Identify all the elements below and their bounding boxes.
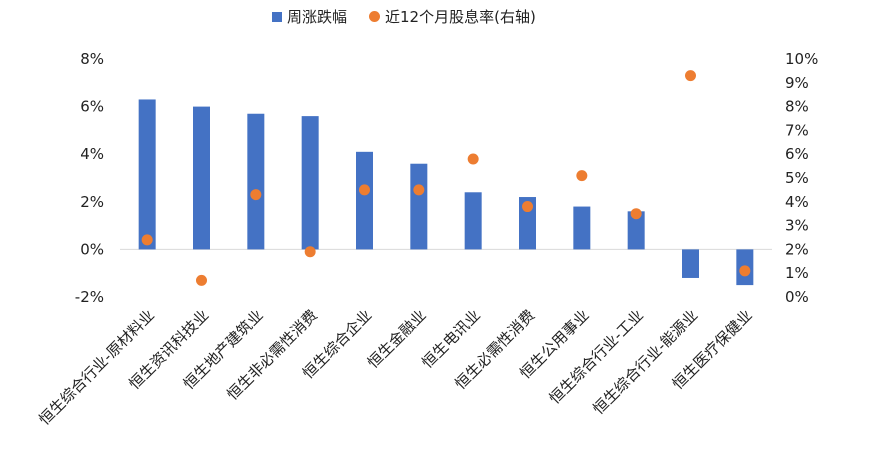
- bar: [627, 211, 645, 250]
- right-tick-label: 2%: [785, 240, 809, 258]
- bar: [682, 249, 699, 278]
- dividend-yield-point: [196, 274, 207, 286]
- dividend-yield-point: [685, 70, 696, 82]
- left-tick-label: 4%: [80, 145, 104, 163]
- left-tick-label: -2%: [75, 288, 104, 306]
- legend-label-bar: 周涨跌幅: [287, 8, 348, 26]
- category-label: 恒生综合行业-能源业: [589, 306, 701, 418]
- right-tick-label: 4%: [785, 193, 809, 211]
- right-tick-label: 3%: [785, 217, 809, 235]
- dividend-yield-point: [304, 246, 316, 258]
- dividend-yield-point: [630, 208, 642, 220]
- dividend-yield-point: [467, 153, 479, 165]
- bar-series-swatch: [272, 11, 282, 22]
- bar: [356, 151, 373, 250]
- right-tick-label: 10%: [785, 50, 818, 68]
- right-tick-label: 6%: [785, 145, 809, 163]
- dividend-yield-point: [522, 201, 533, 213]
- bar: [247, 113, 265, 250]
- legend-item-dot: 近12个月股息率(右轴): [369, 6, 536, 27]
- bar: [138, 99, 156, 250]
- right-tick-label: 5%: [785, 169, 809, 187]
- right-tick-label: 0%: [785, 288, 809, 306]
- bar: [193, 106, 210, 250]
- legend-label-dot: 近12个月股息率(右轴): [385, 8, 536, 26]
- left-tick-label: 0%: [80, 240, 104, 258]
- right-tick-label: 8%: [785, 98, 809, 116]
- dividend-yield-point: [413, 184, 425, 196]
- right-tick-label: 7%: [785, 121, 809, 139]
- bar: [410, 163, 428, 250]
- right-tick-label: 9%: [785, 74, 809, 92]
- left-tick-label: 2%: [80, 193, 104, 211]
- dividend-yield-point: [739, 265, 751, 277]
- category-label: 恒生综合行业-工业: [546, 306, 647, 407]
- dividend-yield-point: [250, 189, 262, 201]
- dot-series-swatch: [369, 11, 381, 22]
- legend: 周涨跌幅 近12个月股息率(右轴): [272, 6, 558, 27]
- right-tick-label: 1%: [785, 264, 809, 282]
- dividend-yield-point: [359, 184, 370, 196]
- bar: [573, 206, 591, 250]
- bar: [464, 192, 482, 250]
- legend-item-bar: 周涨跌幅: [272, 6, 347, 27]
- left-tick-label: 8%: [80, 50, 104, 68]
- bar: [519, 197, 536, 250]
- left-tick-label: 6%: [80, 98, 104, 116]
- dividend-yield-point: [141, 234, 153, 246]
- bar: [301, 116, 319, 250]
- dividend-yield-point: [576, 170, 588, 182]
